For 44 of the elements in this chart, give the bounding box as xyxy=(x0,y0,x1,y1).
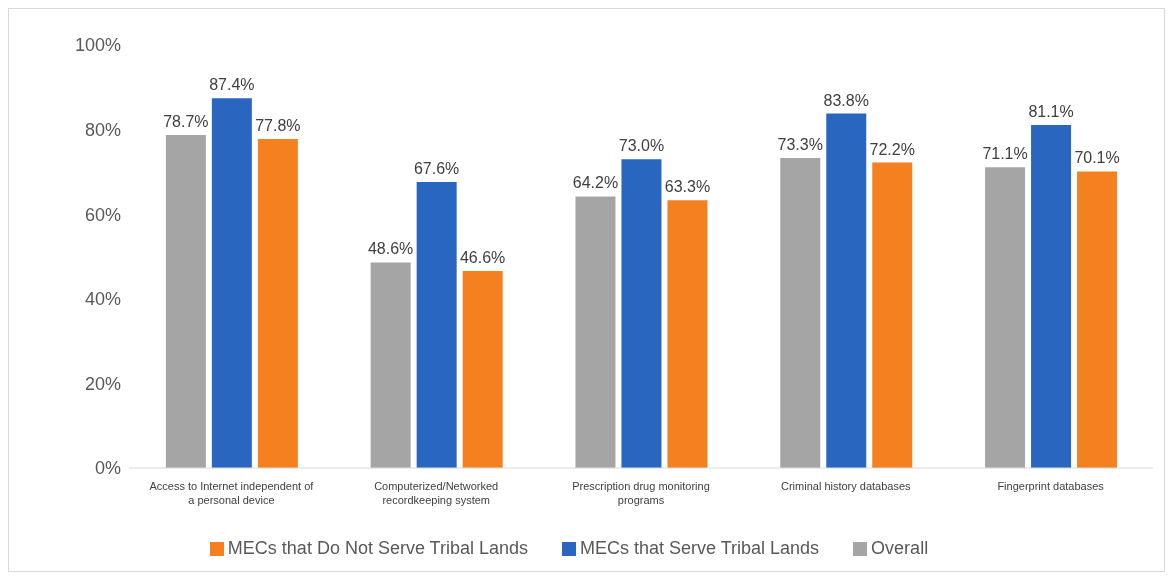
x-tick-label: Fingerprint databases xyxy=(997,480,1105,492)
bar xyxy=(211,98,252,468)
data-label: 72.2% xyxy=(869,140,915,158)
x-tick-label: Criminal history databases xyxy=(780,480,912,492)
data-label: 71.1% xyxy=(982,145,1028,163)
data-label: 87.4% xyxy=(209,76,255,94)
y-tick-label: 40% xyxy=(84,289,121,310)
x-tick-label: Access to Internet independent of a personal device xyxy=(149,480,315,506)
bar xyxy=(826,113,867,468)
data-label: 64.2% xyxy=(572,174,619,192)
y-tick-label: 100% xyxy=(74,35,121,56)
data-label: 70.1% xyxy=(1074,149,1120,167)
data-label: 83.8% xyxy=(823,91,869,109)
legend-label: MECs that Serve Tribal Lands xyxy=(580,538,820,558)
bar xyxy=(575,196,616,468)
data-label: 78.7% xyxy=(163,113,209,131)
bar xyxy=(416,182,457,468)
y-tick-label: 60% xyxy=(84,204,121,225)
x-tick-label: Computerized/Networked recordkeeping system xyxy=(374,480,499,506)
data-label: 46.6% xyxy=(459,248,506,266)
bar xyxy=(165,135,206,468)
bar xyxy=(370,262,411,468)
bar xyxy=(667,200,708,468)
y-tick-label: 20% xyxy=(84,373,121,394)
y-tick-label: 80% xyxy=(84,119,121,140)
data-label: 73.3% xyxy=(777,135,823,153)
bar xyxy=(780,157,821,468)
bar xyxy=(462,270,503,468)
bar xyxy=(621,159,662,468)
y-tick-label: 0% xyxy=(94,458,121,479)
bar xyxy=(872,162,913,468)
data-label: 81.1% xyxy=(1028,102,1074,120)
data-label: 63.3% xyxy=(664,178,711,196)
data-label: 73.0% xyxy=(618,137,665,155)
bar xyxy=(985,167,1026,468)
data-label: 67.6% xyxy=(413,160,460,178)
legend-label: MECs that Do Not Serve Tribal Lands xyxy=(227,538,528,558)
legend-label: Overall xyxy=(871,538,929,558)
x-tick-label: Prescription drug monitoring programs xyxy=(572,480,710,506)
bar xyxy=(1031,124,1072,468)
data-label: 77.8% xyxy=(255,116,301,134)
bar xyxy=(257,138,298,468)
data-label: 48.6% xyxy=(367,240,414,258)
bar xyxy=(1077,171,1118,468)
